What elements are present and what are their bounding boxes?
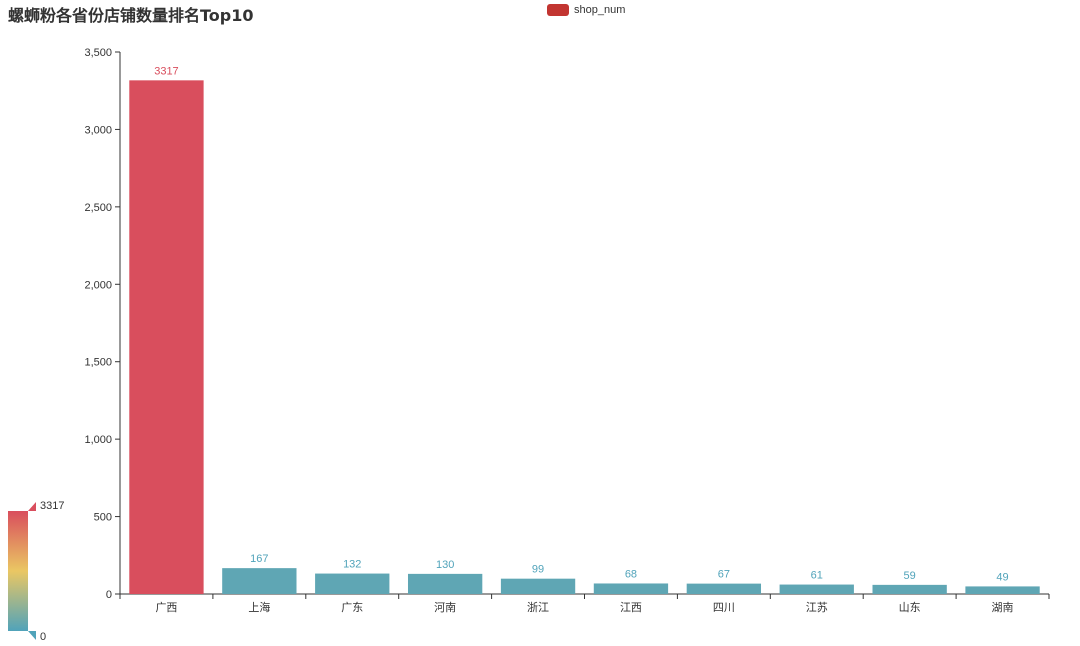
legend-swatch xyxy=(547,4,569,16)
bar xyxy=(500,578,576,594)
bar xyxy=(593,583,669,594)
x-tick-label: 浙江 xyxy=(527,601,549,614)
bar xyxy=(779,584,854,594)
data-label: 67 xyxy=(718,569,730,581)
y-tick-label: 0 xyxy=(106,589,112,601)
visual-map[interactable]: 3317 0 xyxy=(8,500,64,643)
data-label: 3317 xyxy=(154,65,178,77)
x-axis: 广西 上海 广东 河南 浙江 江西 四川 江苏 山东 湖南 xyxy=(119,593,1050,614)
bar xyxy=(222,568,297,594)
y-tick-label: 2,500 xyxy=(84,202,112,214)
y-tick-label: 1,500 xyxy=(84,357,112,369)
data-label: 99 xyxy=(532,564,544,576)
y-tick-label: 500 xyxy=(94,512,112,524)
y-tick-label: 3,500 xyxy=(84,47,112,59)
data-label: 59 xyxy=(904,570,916,582)
x-tick-label: 江苏 xyxy=(806,601,828,614)
legend[interactable]: shop_num xyxy=(547,4,625,16)
y-tick-label: 3,000 xyxy=(84,124,112,136)
visual-map-handle-bottom xyxy=(28,631,36,640)
x-tick-label: 广西 xyxy=(155,601,177,614)
bar xyxy=(965,586,1040,594)
data-label: 167 xyxy=(250,553,268,565)
visual-map-handle-top xyxy=(28,502,36,511)
bars: 3317 167 132 130 99 68 67 61 59 49 xyxy=(129,65,1040,594)
bar xyxy=(315,573,390,594)
data-label: 61 xyxy=(811,570,823,582)
visual-map-max-label: 3317 xyxy=(40,500,64,512)
y-tick-label: 1,000 xyxy=(84,434,112,446)
data-label: 130 xyxy=(436,559,454,571)
x-tick-label: 上海 xyxy=(248,600,270,614)
y-tick-label: 2,000 xyxy=(84,279,112,291)
data-label: 49 xyxy=(996,571,1008,583)
bar xyxy=(872,584,947,594)
chart-title: 螺蛳粉各省份店铺数量排名Top10 xyxy=(8,6,254,25)
y-axis: 0 500 1,000 1,500 2,000 2,500 3,000 3,500 xyxy=(84,47,121,601)
data-label: 68 xyxy=(625,568,637,580)
x-tick-label: 四川 xyxy=(713,601,735,614)
data-label: 132 xyxy=(343,559,361,571)
x-tick-label: 河南 xyxy=(434,601,456,614)
legend-label: shop_num xyxy=(574,4,626,16)
x-tick-label: 广东 xyxy=(341,601,363,614)
bar xyxy=(129,80,204,594)
x-tick-label: 江西 xyxy=(620,601,642,614)
visual-map-bar xyxy=(8,511,28,631)
visual-map-min-label: 0 xyxy=(40,631,46,643)
bar xyxy=(407,573,483,594)
x-tick-label: 湖南 xyxy=(992,601,1014,614)
bar xyxy=(686,583,762,594)
x-tick-label: 山东 xyxy=(899,601,921,614)
